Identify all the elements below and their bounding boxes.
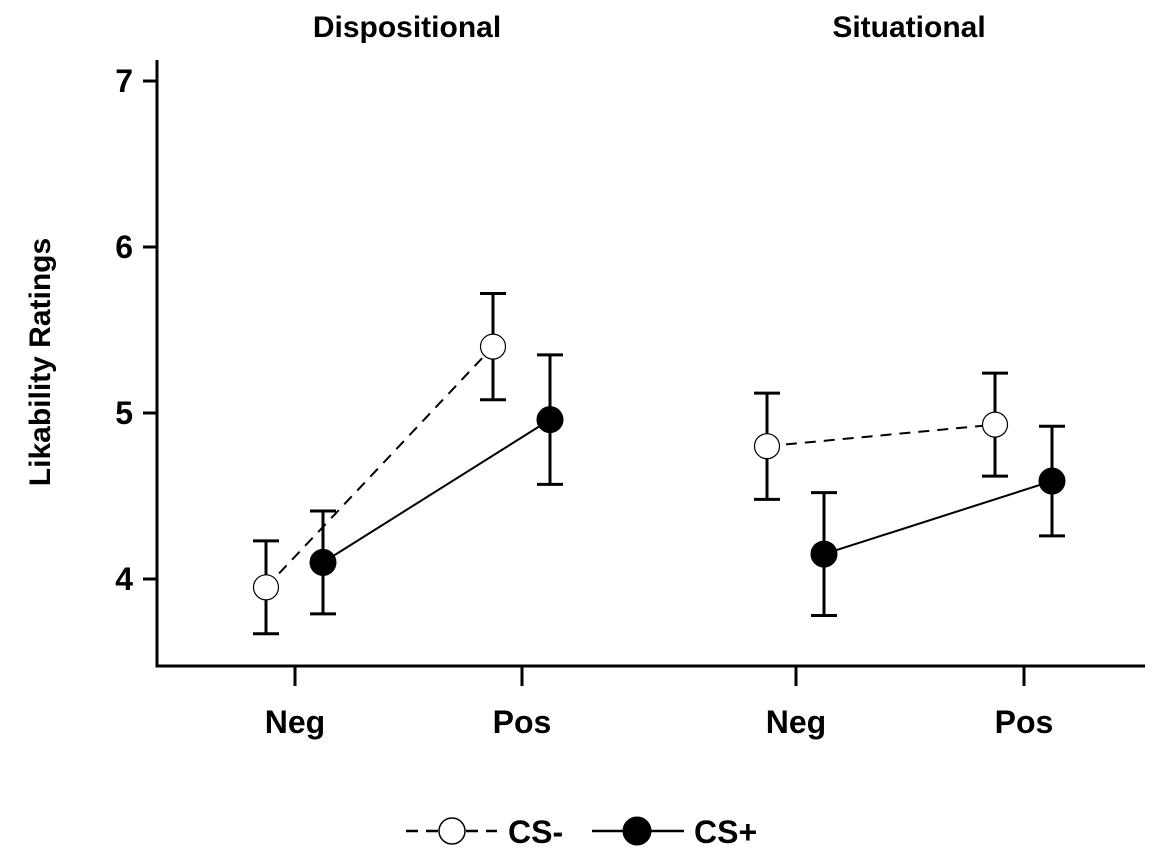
x-tick-label: Pos (995, 704, 1054, 740)
series-line-cs-plus (823, 480, 1053, 556)
x-tick-label: Pos (493, 704, 552, 740)
data-point-cs-plus (810, 540, 838, 568)
y-tick-label: 5 (115, 395, 133, 431)
y-tick-label: 7 (115, 63, 133, 99)
legend-cs-minus-label: CS- (508, 814, 563, 850)
axes (155, 60, 1145, 668)
legend: CS- CS+ (406, 814, 757, 850)
series-line-cs-minus (265, 345, 494, 588)
y-ticks: 4 5 6 7 (115, 63, 157, 597)
data-point-cs-minus (479, 333, 507, 360)
data-point-cs-plus (309, 548, 337, 576)
data-point-cs-minus (753, 433, 781, 460)
legend-cs-plus-marker (622, 816, 652, 846)
legend-cs-minus-marker (438, 817, 466, 845)
x-tick-label: Neg (766, 704, 826, 740)
series-line-cs-plus (322, 418, 551, 564)
panel-title-situational: Situational (832, 11, 985, 44)
x-ticks: Neg Pos Neg Pos (265, 666, 1054, 740)
y-tick-label: 6 (115, 229, 133, 265)
data-point-cs-minus (981, 411, 1009, 438)
series-line-cs-minus (766, 423, 996, 448)
y-axis-label: Likability Ratings (24, 238, 57, 486)
panel-title-dispositional: Dispositional (313, 11, 501, 44)
x-tick-label: Neg (265, 704, 325, 740)
data-marks (252, 291, 1066, 636)
legend-cs-plus-label: CS+ (694, 814, 757, 850)
y-tick-label: 4 (115, 561, 133, 597)
data-point-cs-plus (1038, 467, 1066, 495)
data-point-cs-minus (252, 574, 280, 601)
data-point-cs-plus (536, 406, 564, 434)
